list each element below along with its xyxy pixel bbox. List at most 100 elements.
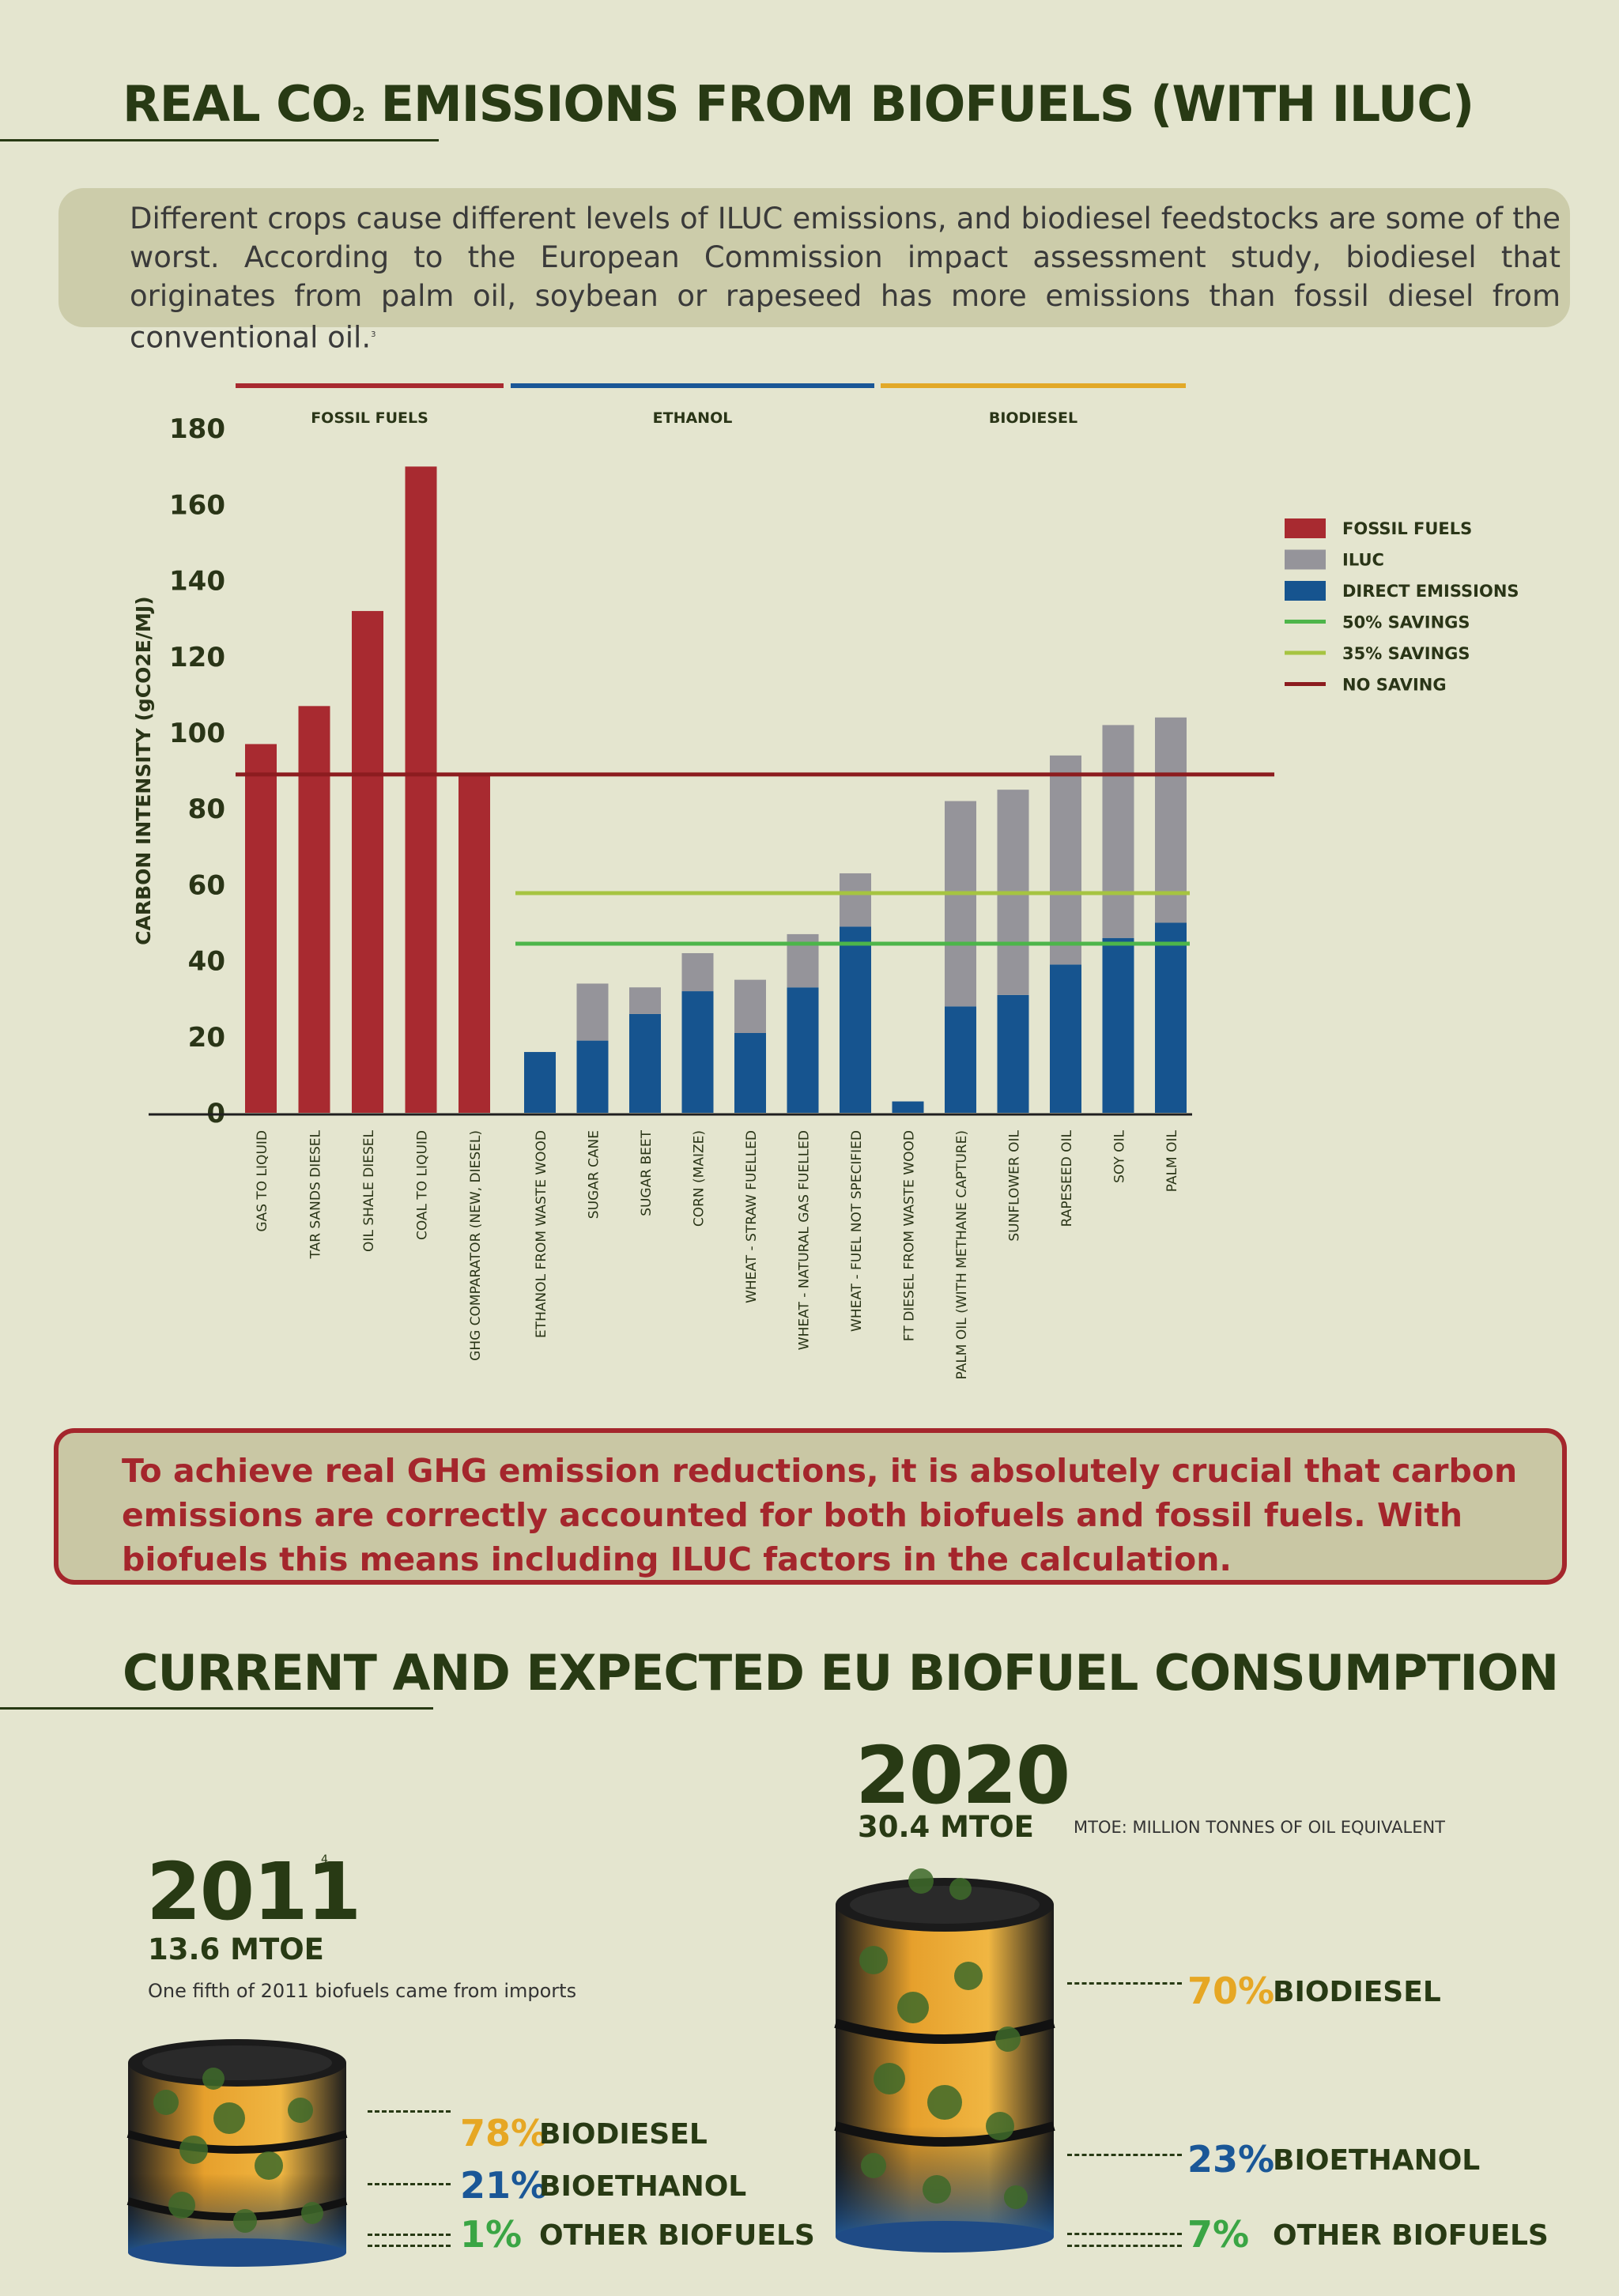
y-tick-20: 20 (188, 1022, 225, 1054)
category-label-2: OIL SHALE DIESEL (361, 1129, 377, 1251)
consumption-title: CURRENT AND EXPECTED EU BIOFUEL CONSUMPT… (123, 1644, 1559, 1702)
pct-2011-other: 1% (460, 2213, 523, 2256)
mtoe-definition: MTOE: MILLION TONNES OF OIL EQUIVALENT (1074, 1818, 1445, 1837)
bar-1-0 (298, 706, 330, 1113)
bar-3-0 (405, 466, 437, 1113)
year-2020-ref: 5 (1032, 1745, 1040, 1758)
category-label-8: CORN (MAIZE) (692, 1130, 708, 1227)
bar-9-2 (734, 979, 766, 1033)
bar-11-1 (840, 926, 871, 1113)
bar-6-2 (576, 983, 609, 1041)
leader-2020-bioethanol (1067, 2154, 1182, 2156)
legend-label-2: DIRECT EMISSIONS (1342, 582, 1519, 601)
legend-label-0: FOSSIL FUELS (1342, 519, 1472, 538)
label-2011-biodiesel: BIODIESEL (539, 2118, 708, 2151)
bar-13-1 (945, 1006, 976, 1113)
label-2020-bioethanol: BIOETHANOL (1273, 2144, 1481, 2177)
category-label-3: COAL TO LIQUID (415, 1130, 431, 1240)
legend-label-4: 35% SAVINGS (1342, 644, 1470, 663)
bar-17-2 (1155, 717, 1187, 923)
legend-label-1: ILUC (1342, 551, 1384, 570)
leader-2011-other-a (368, 2234, 451, 2236)
y-tick-180: 180 (169, 413, 225, 445)
y-axis-label: CARBON INTENSITY (gCO2E/MJ) (132, 596, 155, 944)
category-label-10: WHEAT - NATURAL GAS FUELLED (797, 1130, 813, 1350)
bar-0-0 (245, 744, 277, 1113)
callout-box: To achieve real GHG emission reductions,… (54, 1428, 1567, 1585)
leader-2011-biodiesel (368, 2110, 451, 2113)
bar-16-1 (1102, 937, 1134, 1113)
bar-7-2 (629, 987, 661, 1014)
pct-2020-biodiesel: 70% (1187, 1970, 1275, 2012)
title-underline (0, 139, 439, 141)
group-label-1: ETHANOL (653, 409, 733, 427)
callout-text: To achieve real GHG emission reductions,… (122, 1452, 1518, 1578)
y-tick-120: 120 (169, 642, 225, 673)
bar-8-1 (681, 991, 714, 1113)
bar-12-1 (892, 1101, 924, 1113)
legend-swatch-2 (1285, 581, 1326, 601)
pct-2020-other: 7% (1187, 2213, 1250, 2256)
category-label-12: FT DIESEL FROM WASTE WOOD (902, 1130, 918, 1341)
pct-2020-bioethanol: 23% (1187, 2138, 1275, 2181)
category-label-11: WHEAT - FUEL NOT SPECIFIED (849, 1130, 865, 1332)
bar-14-1 (997, 994, 1029, 1113)
pct-2011-bioethanol: 21% (460, 2164, 548, 2207)
emissions-chart: FOSSIL FUELS ETHANOL BIODIESEL 0 20 40 60 80 100… (0, 364, 1619, 1391)
category-label-0: GAS TO LIQUID (255, 1130, 270, 1232)
category-label-13: PALM OIL (WITH METHANE CAPTURE) (954, 1130, 970, 1379)
leader-2020-other-b (1067, 2245, 1182, 2247)
category-label-6: SUGAR CANE (587, 1130, 602, 1219)
pct-2011-biodiesel: 78% (460, 2112, 548, 2155)
bar-15-1 (1050, 964, 1081, 1113)
y-tick-140: 140 (169, 566, 225, 598)
year-2020: 2020 (855, 1729, 1070, 1822)
category-label-7: SUGAR BEET (639, 1129, 655, 1216)
category-label-14: SUNFLOWER OIL (1007, 1129, 1023, 1241)
group-label-0: FOSSIL FUELS (311, 409, 428, 427)
leader-2011-other-b (368, 2245, 451, 2247)
consumption-underline (0, 1707, 433, 1710)
emissions-chart-svg: FOSSIL FUELS ETHANOL BIODIESEL020406080100… (132, 383, 1519, 1379)
leader-2020-biodiesel (1067, 1982, 1182, 1985)
label-2011-other: OTHER BIOFUELS (539, 2219, 815, 2252)
y-tick-100: 100 (169, 718, 225, 749)
bar-8-2 (681, 952, 714, 992)
bar-15-2 (1050, 755, 1081, 965)
year-2011-ref: 4 (321, 1853, 328, 1866)
group-bar-1 (511, 383, 874, 388)
bar-17-1 (1155, 922, 1187, 1113)
category-label-1: TAR SANDS DIESEL (308, 1129, 324, 1259)
barrel-2011-icon (126, 2039, 348, 2267)
category-label-4: GHG COMPARATOR (NEW, DIESEL) (468, 1130, 484, 1361)
legend-swatch-0 (1285, 518, 1326, 538)
label-2020-other: OTHER BIOFUELS (1273, 2219, 1549, 2252)
bar-16-2 (1102, 725, 1134, 938)
bar-5-1 (524, 1052, 556, 1113)
page-title: REAL CO2 EMISSIONS FROM BIOFUELS (WITH I… (123, 75, 1474, 133)
legend-label-5: NO SAVING (1342, 676, 1447, 695)
label-2011-bioethanol: BIOETHANOL (539, 2170, 747, 2203)
group-bar-2 (881, 383, 1186, 388)
intro-footnote-ref: 3 (371, 330, 376, 339)
category-label-17: PALM OIL (1164, 1129, 1180, 1192)
y-tick-60: 60 (188, 869, 225, 901)
group-label-2: BIODIESEL (989, 409, 1077, 427)
imports-note: One fifth of 2011 biofuels came from imp… (148, 1980, 577, 2002)
legend-label-3: 50% SAVINGS (1342, 613, 1470, 632)
bar-4-0 (459, 774, 490, 1113)
bar-13-2 (945, 801, 976, 1007)
category-label-16: SOY OIL (1112, 1129, 1128, 1182)
category-label-5: ETHANOL FROM WASTE WOOD (534, 1130, 549, 1338)
group-bar-0 (236, 383, 504, 388)
year-2011: 2011 (146, 1845, 361, 1938)
intro-box: Different crops cause different levels o… (58, 188, 1570, 354)
y-tick-160: 160 (169, 489, 225, 521)
bar-11-2 (840, 873, 871, 927)
leader-2020-other-a (1067, 2233, 1182, 2235)
bar-9-1 (734, 1032, 766, 1113)
legend-swatch-1 (1285, 549, 1326, 570)
y-tick-80: 80 (188, 794, 225, 825)
bar-6-1 (576, 1040, 609, 1113)
intro-text: Different crops cause different levels o… (130, 202, 1561, 355)
